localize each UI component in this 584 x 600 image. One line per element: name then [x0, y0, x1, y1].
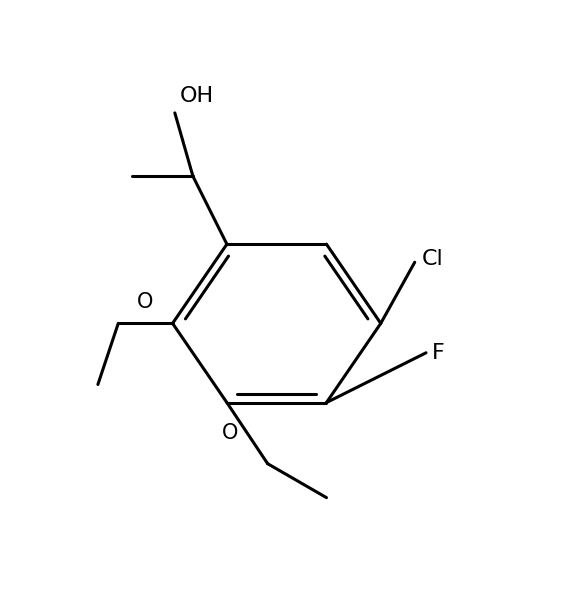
Text: O: O [222, 423, 238, 443]
Text: Cl: Cl [422, 248, 443, 269]
Text: O: O [137, 292, 154, 312]
Text: OH: OH [179, 86, 214, 106]
Text: F: F [432, 343, 444, 363]
